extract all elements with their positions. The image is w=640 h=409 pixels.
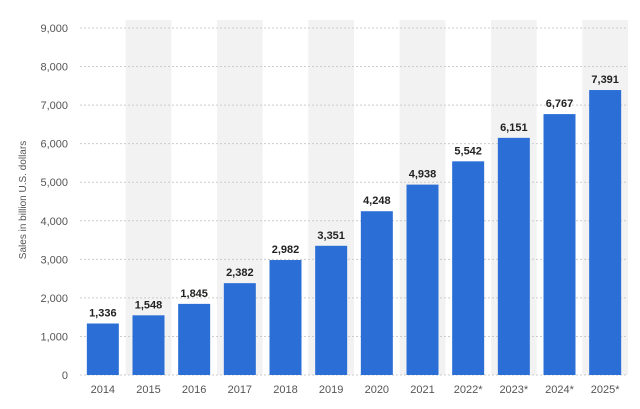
x-tick-label: 2015: [136, 384, 160, 396]
bar[interactable]: [360, 211, 393, 375]
x-tick-label: 2022*: [454, 384, 483, 396]
y-tick-label: 8,000: [40, 62, 68, 74]
y-axis-ticks: 0 1,000 2,000 3,000 4,000 5,000 6,000 7,000 8,00…: [40, 23, 68, 382]
y-tick-label: 4,000: [40, 216, 68, 228]
x-tick-label: 2023*: [499, 384, 528, 396]
bar-value-label: 6,151: [500, 122, 528, 134]
x-tick-label: 2014: [91, 384, 115, 396]
bar-value-label: 2,382: [226, 267, 254, 279]
x-tick-label: 2020: [365, 384, 389, 396]
x-axis-ticks: 2014 2015 2016 2017 2018 2019 2020 2021 2022* 202…: [91, 384, 621, 396]
bar[interactable]: [315, 245, 348, 375]
bar-value-label: 5,542: [454, 145, 482, 157]
x-tick-label: 2024*: [545, 384, 574, 396]
bar-value-label: 4,248: [363, 195, 391, 207]
x-tick-label: 2021: [410, 384, 434, 396]
bar[interactable]: [86, 323, 119, 375]
y-tick-label: 7,000: [40, 100, 68, 112]
bar-value-label: 7,391: [591, 74, 619, 86]
bar[interactable]: [452, 161, 485, 375]
bar[interactable]: [178, 303, 211, 375]
bar[interactable]: [223, 283, 256, 375]
y-tick-label: 3,000: [40, 254, 68, 266]
y-tick-label: 1,000: [40, 331, 68, 343]
bar[interactable]: [406, 184, 439, 375]
x-tick-label: 2025*: [591, 384, 620, 396]
x-tick-label: 2018: [273, 384, 297, 396]
bar-value-label: 1,548: [135, 299, 163, 311]
bar[interactable]: [269, 260, 302, 375]
y-axis-title: Sales in billion U.S. dollars: [18, 141, 29, 259]
bar[interactable]: [497, 137, 530, 375]
x-tick-label: 2017: [228, 384, 252, 396]
bar[interactable]: [132, 315, 165, 375]
y-tick-label: 6,000: [40, 139, 68, 151]
bars: [86, 90, 622, 376]
x-tick-label: 2016: [182, 384, 206, 396]
gridlines: [80, 27, 628, 376]
bar-value-label: 1,845: [180, 288, 208, 300]
y-tick-label: 5,000: [40, 177, 68, 189]
bar-value-label: 3,351: [317, 230, 345, 242]
data-labels: 1,336 1,548 1,845 2,382 2,982 3,351 4,248 4,938…: [89, 74, 619, 319]
bar[interactable]: [543, 114, 576, 376]
x-tick-label: 2019: [319, 384, 343, 396]
bar-value-label: 6,767: [546, 98, 574, 110]
bar-value-label: 4,938: [409, 169, 437, 181]
bar-value-label: 1,336: [89, 307, 117, 319]
y-tick-label: 2,000: [40, 293, 68, 305]
bar-value-label: 2,982: [272, 244, 300, 256]
y-tick-label: 9,000: [40, 23, 68, 35]
bar[interactable]: [589, 90, 622, 375]
y-tick-label: 0: [62, 370, 68, 382]
